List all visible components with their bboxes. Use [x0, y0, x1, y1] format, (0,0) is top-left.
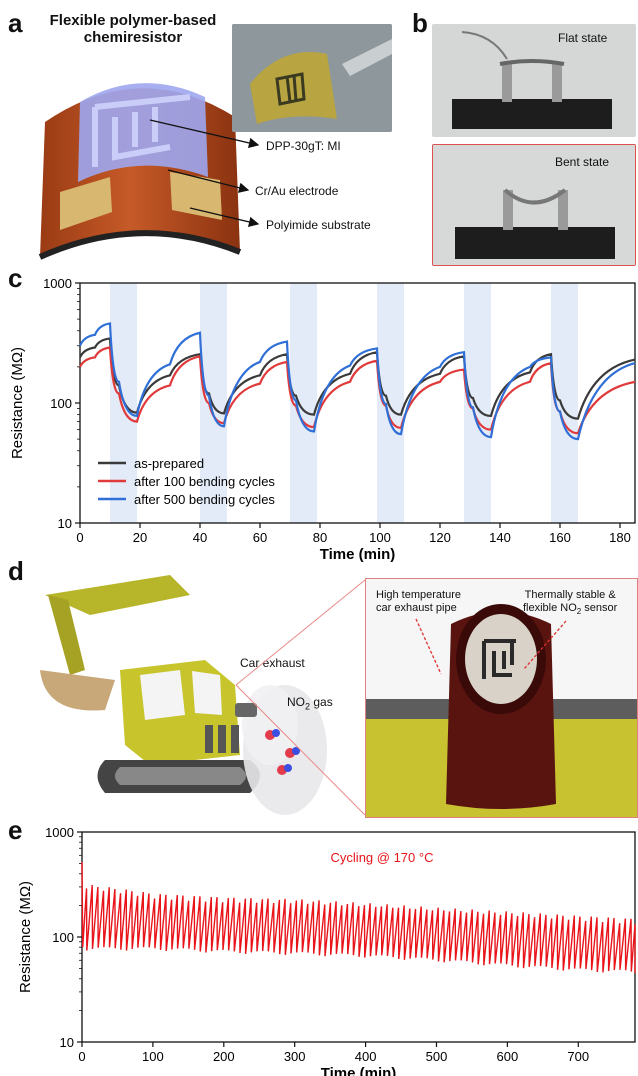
x-axis-label: Time (min): [321, 1065, 397, 1076]
sensor-label-line2: flexible NO2 sensor: [523, 602, 617, 618]
no2-gas-suffix: gas: [310, 695, 333, 709]
x-tick-label: 140: [489, 530, 511, 545]
sensor-label: Thermally stable & flexible NO2 sensor: [523, 589, 617, 618]
bent-state-drawing: [433, 145, 635, 265]
label-electrode: Cr/Au electrode: [255, 184, 339, 198]
x-tick-label: 600: [497, 1049, 519, 1064]
y-tick-label: 100: [52, 930, 74, 945]
panel-a-letter: a: [8, 8, 23, 38]
gas-exposure-band: [200, 283, 227, 523]
y-axis-label: Resistance (MΩ): [9, 347, 26, 459]
label-channel: DPP-30gT: MI: [266, 139, 341, 153]
panel-a-title: Flexible polymer-based chemiresistor: [48, 12, 218, 46]
y-tick-label: 1000: [45, 825, 74, 840]
series-line: [79, 346, 636, 435]
x-tick-label: 400: [355, 1049, 377, 1064]
device-photo-drawing: [232, 24, 392, 132]
flat-state-label: Flat state: [558, 31, 608, 45]
x-tick-label: 200: [213, 1049, 235, 1064]
panel-a-arrows: [149, 119, 260, 227]
panel-a-title-line2: chemiresistor: [83, 29, 183, 46]
x-tick-label: 120: [429, 530, 451, 545]
gas-exposure-band: [290, 283, 317, 523]
panel-d-letter: d: [8, 556, 24, 586]
flat-state-photo: Flat state: [432, 24, 636, 137]
no2-gas-sub: 2: [305, 701, 311, 712]
x-tick-label: 700: [567, 1049, 589, 1064]
sensor-label-line2-sub: 2: [576, 607, 582, 617]
panel-c-letter: c: [8, 263, 23, 293]
pipe-label-line2: car exhaust pipe: [376, 602, 457, 614]
flexible-device-photo: [232, 24, 392, 132]
exhaust-pipe-drawing: [366, 579, 637, 817]
x-tick-label: 40: [193, 530, 207, 545]
car-exhaust-label: Car exhaust: [240, 656, 305, 670]
sensor-label-line2-prefix: flexible NO: [523, 602, 577, 614]
pipe-label: High temperature car exhaust pipe: [376, 589, 461, 615]
gas-exposure-band: [377, 283, 404, 523]
series-line: [78, 322, 636, 441]
excavator-illustration: [40, 575, 327, 815]
pipe-label-line1: High temperature: [376, 589, 461, 601]
x-tick-label: 160: [549, 530, 571, 545]
chemiresistor-illustration: [38, 83, 242, 260]
panel-b-letter: b: [412, 8, 428, 38]
resistance-bending-chart: 0 20 40 60 80 100 120 140 160 180 10 100 1000 Time (m…: [9, 276, 636, 563]
y-tick-label: 100: [50, 396, 72, 411]
no2-gas-prefix: NO: [287, 695, 305, 709]
sensor-label-line1: Thermally stable &: [524, 589, 616, 601]
x-tick-label: 60: [253, 530, 267, 545]
x-tick-label: 180: [609, 530, 631, 545]
resistance-cycling-chart: 0 100 200 300 400 500 600 700 10 100 1000 Time (min…: [17, 825, 636, 1076]
legend-label: after 500 bending cycles: [134, 492, 275, 507]
legend-label: after 100 bending cycles: [134, 474, 275, 489]
zoom-lines: [235, 579, 366, 816]
x-tick-label: 300: [284, 1049, 306, 1064]
x-tick-label: 0: [76, 530, 83, 545]
legend-label: as-prepared: [134, 456, 204, 471]
x-axis-label: Time (min): [320, 546, 396, 563]
x-tick-label: 80: [313, 530, 327, 545]
x-tick-label: 100: [142, 1049, 164, 1064]
x-tick-label: 20: [133, 530, 147, 545]
label-substrate: Polyimide substrate: [266, 218, 371, 232]
bent-state-label: Bent state: [555, 155, 610, 169]
panel-e-letter: e: [8, 815, 23, 845]
flat-state-drawing: [432, 24, 636, 137]
panel-a-title-line1: Flexible polymer-based: [49, 12, 217, 29]
y-tick-label: 10: [60, 1035, 74, 1050]
x-tick-label: 0: [78, 1049, 85, 1064]
bent-state-photo: Bent state: [432, 144, 636, 266]
sensor-label-line2-suffix: sensor: [581, 602, 618, 614]
x-tick-label: 500: [426, 1049, 448, 1064]
y-tick-label: 10: [58, 516, 72, 531]
y-axis-label: Resistance (MΩ): [17, 881, 34, 993]
cycling-series-line: [81, 861, 636, 974]
x-tick-label: 100: [369, 530, 391, 545]
y-tick-label: 1000: [43, 276, 72, 291]
cycling-annotation: Cycling @ 170 °C: [331, 850, 434, 865]
exhaust-pipe-inset: High temperature car exhaust pipe Therma…: [365, 578, 638, 818]
no2-gas-label: NO2 gas: [287, 695, 333, 711]
inset-arrows: [415, 618, 567, 675]
